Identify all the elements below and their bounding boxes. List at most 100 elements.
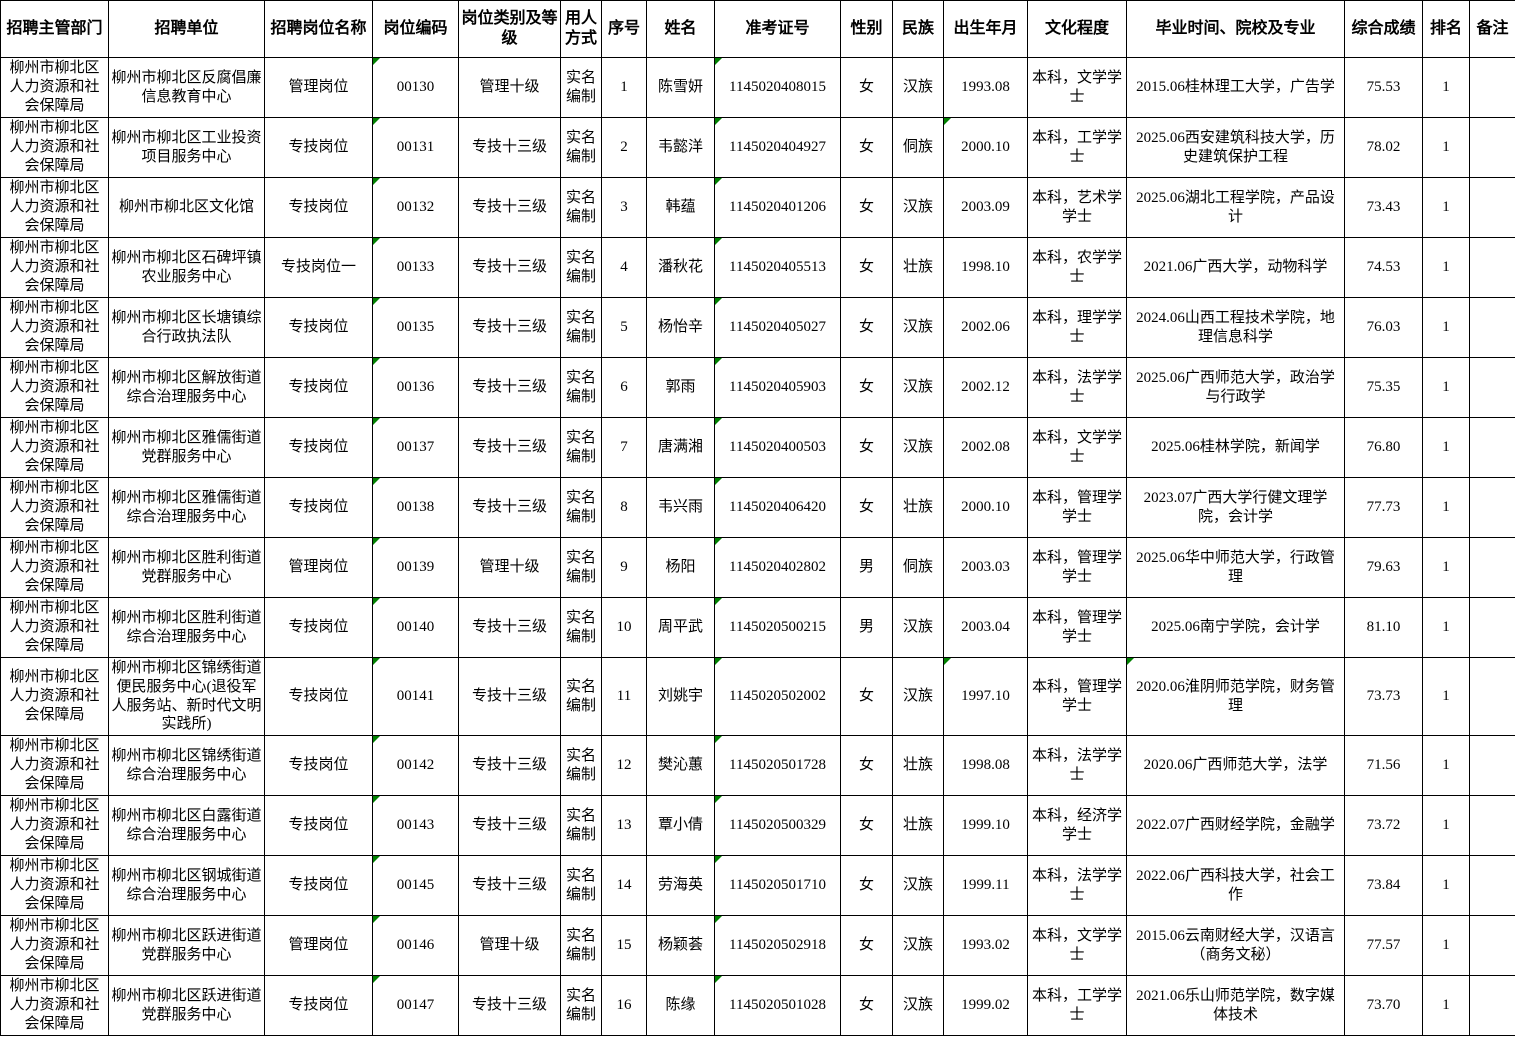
- cell-text-unit: 柳州市柳北区解放街道综合治理服务中心: [111, 369, 262, 405]
- cell-text-birth: 1999.10: [961, 817, 1010, 834]
- cell-text-ethnic: 壮族: [902, 757, 933, 774]
- cell-text-rank: 1: [1442, 937, 1450, 954]
- cell-post_name: 专技岗位: [264, 477, 373, 538]
- cell-text-exam_no: 1145020502002: [729, 688, 826, 705]
- cell-dept: 柳州市柳北区人力资源和社会保障局: [0, 915, 109, 976]
- cell-text-unit: 柳州市柳北区钢城街道综合治理服务中心: [111, 867, 262, 903]
- cell-post_name: 专技岗位: [264, 657, 373, 736]
- cell-text-seq: 5: [620, 319, 628, 336]
- cell-post_name: 专技岗位: [264, 297, 373, 358]
- cell-graduation: 2020.06广西师范大学，法学: [1126, 735, 1345, 796]
- cell-text-birth: 2003.09: [961, 199, 1010, 216]
- cell-text-ethnic: 汉族: [902, 619, 933, 636]
- cell-rank: 1: [1422, 975, 1470, 1036]
- cell-text-name: 樊沁蕙: [657, 757, 703, 774]
- cell-text-post_level: 专技十三级: [471, 499, 547, 516]
- cell-hire_type: 实名编制: [560, 915, 602, 976]
- header-row: 招聘主管部门 招聘单位 招聘岗位名称 岗位编码 岗位类别及等级 用人方式 序号 姓名 准考证号性…: [0, 0, 1515, 58]
- error-check-triangle-icon: [373, 478, 380, 485]
- cell-text-score: 76.80: [1366, 439, 1401, 456]
- cell-text-post_code: 00133: [396, 259, 435, 276]
- cell-name: 杨阳: [646, 537, 715, 598]
- cell-text-gender: 女: [858, 379, 874, 396]
- cell-text-post_code: 00143: [396, 817, 435, 834]
- error-check-triangle-icon: [715, 178, 722, 185]
- cell-ethnic: 汉族: [892, 657, 944, 736]
- cell-text-score: 73.43: [1366, 199, 1401, 216]
- cell-text-exam_no: 1145020500329: [729, 817, 826, 834]
- cell-text-post_code: 00132: [396, 199, 435, 216]
- cell-text-unit: 柳州市柳北区工业投资项目服务中心: [111, 129, 262, 165]
- cell-text-ethnic: 汉族: [902, 997, 933, 1014]
- cell-seq: 9: [601, 537, 647, 598]
- column-header-note: 备注: [1469, 0, 1515, 58]
- cell-seq: 11: [601, 657, 647, 736]
- cell-post_name: 专技岗位: [264, 735, 373, 796]
- cell-dept: 柳州市柳北区人力资源和社会保障局: [0, 477, 109, 538]
- table-header: 招聘主管部门 招聘单位 招聘岗位名称 岗位编码 岗位类别及等级 用人方式 序号 姓名 准考证号性…: [0, 0, 1515, 58]
- cell-birth: 2003.09: [943, 177, 1028, 238]
- cell-text-exam_no: 1145020501728: [729, 757, 826, 774]
- cell-text-exam_no: 1145020402802: [729, 559, 826, 576]
- cell-hire_type: 实名编制: [560, 477, 602, 538]
- cell-seq: 10: [601, 597, 647, 658]
- cell-gender: 女: [840, 657, 893, 736]
- cell-text-hire_type: 实名编制: [565, 747, 596, 783]
- cell-text-unit: 柳州市柳北区锦绣街道便民服务中心(退役军人服务站、新时代文明实践所): [111, 660, 262, 733]
- cell-unit: 柳州市柳北区雅儒街道党群服务中心: [108, 417, 265, 478]
- cell-note: [1469, 357, 1515, 418]
- cell-text-seq: 11: [616, 688, 632, 705]
- cell-ethnic: 壮族: [892, 795, 944, 856]
- cell-text-unit: 柳州市柳北区文化馆: [118, 199, 254, 216]
- cell-text-education: 本科，经济学学士: [1031, 807, 1122, 843]
- cell-exam_no: 1145020502918: [714, 915, 841, 976]
- cell-text-seq: 14: [616, 877, 632, 894]
- table-row: 柳州市柳北区人力资源和社会保障局 柳州市柳北区石碑坪镇农业服务中心 专技岗位一 001…: [0, 237, 1515, 298]
- cell-ethnic: 汉族: [892, 417, 944, 478]
- cell-exam_no: 1145020401206: [714, 177, 841, 238]
- cell-ethnic: 汉族: [892, 297, 944, 358]
- cell-gender: 男: [840, 537, 893, 598]
- cell-text-seq: 12: [616, 757, 632, 774]
- error-check-triangle-icon: [715, 976, 722, 983]
- cell-dept: 柳州市柳北区人力资源和社会保障局: [0, 975, 109, 1036]
- cell-name: 劳海英: [646, 855, 715, 916]
- cell-rank: 1: [1422, 57, 1470, 118]
- cell-hire_type: 实名编制: [560, 237, 602, 298]
- cell-unit: 柳州市柳北区石碑坪镇农业服务中心: [108, 237, 265, 298]
- cell-post_level: 专技十三级: [458, 177, 561, 238]
- error-check-triangle-icon: [715, 658, 722, 665]
- cell-name: 潘秋花: [646, 237, 715, 298]
- column-header-education: 文化程度: [1027, 0, 1127, 58]
- cell-seq: 8: [601, 477, 647, 538]
- cell-exam_no: 1145020500215: [714, 597, 841, 658]
- cell-text-seq: 4: [620, 259, 628, 276]
- cell-text-gender: 女: [858, 259, 874, 276]
- cell-text-ethnic: 侗族: [902, 559, 933, 576]
- table-row: 柳州市柳北区人力资源和社会保障局 柳州市柳北区解放街道综合治理服务中心 专技岗位 00…: [0, 357, 1515, 418]
- cell-text-exam_no: 1145020501028: [729, 997, 826, 1014]
- column-header-unit: 招聘单位: [108, 0, 265, 58]
- cell-text-ethnic: 汉族: [902, 688, 933, 705]
- cell-text-birth: 2002.06: [961, 319, 1010, 336]
- cell-text-ethnic: 汉族: [902, 199, 933, 216]
- cell-score: 73.72: [1344, 795, 1423, 856]
- cell-birth: 1997.10: [943, 657, 1028, 736]
- cell-text-unit: 柳州市柳北区跃进街道党群服务中心: [111, 927, 262, 963]
- cell-dept: 柳州市柳北区人力资源和社会保障局: [0, 357, 109, 418]
- cell-text-name: 唐满湘: [657, 439, 703, 456]
- cell-text-unit: 柳州市柳北区跃进街道党群服务中心: [111, 987, 262, 1023]
- table-row: 柳州市柳北区人力资源和社会保障局 柳州市柳北区胜利街道党群服务中心 管理岗位 0013…: [0, 537, 1515, 598]
- cell-unit: 柳州市柳北区文化馆: [108, 177, 265, 238]
- cell-text-dept: 柳州市柳北区人力资源和社会保障局: [9, 120, 100, 174]
- cell-name: 杨颖荟: [646, 915, 715, 976]
- cell-text-seq: 1: [620, 79, 628, 96]
- cell-post_level: 管理十级: [458, 537, 561, 598]
- cell-text-ethnic: 侗族: [902, 139, 933, 156]
- cell-text-gender: 女: [858, 439, 874, 456]
- error-check-triangle-icon: [715, 856, 722, 863]
- error-check-triangle-icon: [715, 118, 722, 125]
- cell-seq: 16: [601, 975, 647, 1036]
- cell-post_code: 00145: [372, 855, 459, 916]
- cell-text-graduation: 2023.07广西大学行健文理学院，会计学: [1143, 489, 1328, 525]
